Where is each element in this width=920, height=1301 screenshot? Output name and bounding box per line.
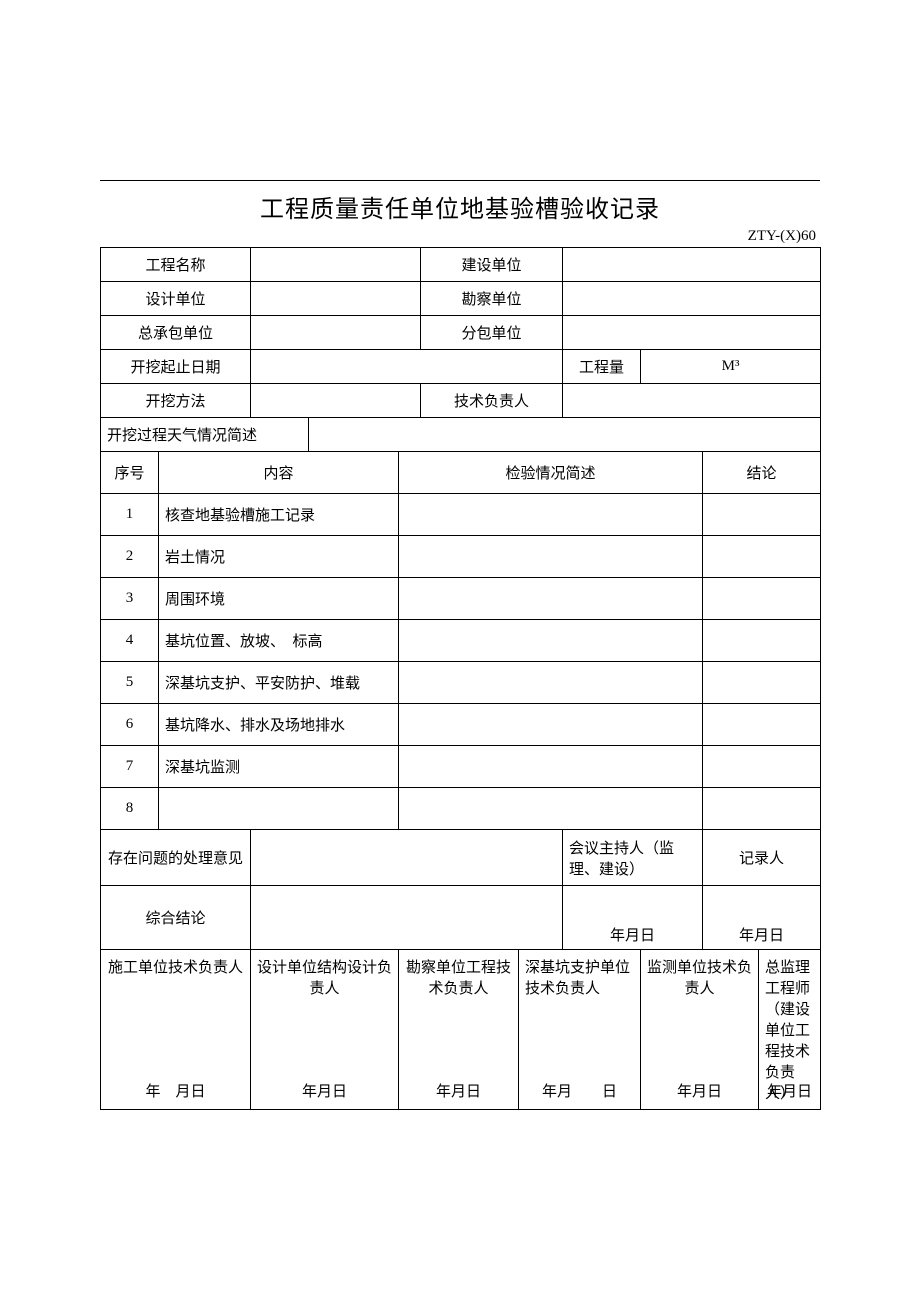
- cell-conclusion[interactable]: [703, 620, 821, 662]
- label-subcontractor: 分包单位: [421, 316, 563, 350]
- table-row: 3 周围环境: [101, 578, 821, 620]
- col-inspection: 检验情况简述: [399, 452, 703, 494]
- field-tech-lead[interactable]: [563, 384, 821, 418]
- cell-inspection[interactable]: [399, 662, 703, 704]
- cell-seq: 2: [101, 536, 159, 578]
- cell-inspection[interactable]: [399, 704, 703, 746]
- cell-inspection[interactable]: [399, 578, 703, 620]
- cell-content: [159, 788, 399, 830]
- cell-conclusion[interactable]: [703, 662, 821, 704]
- sig-monitoring[interactable]: 监测单位技术负责人 年月日: [641, 950, 759, 1110]
- label-recorder: 记录人: [703, 830, 821, 886]
- date-recorder[interactable]: 年月日: [703, 886, 821, 950]
- sig-label: 施工单位技术负责人: [108, 960, 243, 976]
- cell-content: 深基坑支护、平安防护、堆载: [159, 662, 399, 704]
- field-excavation-method[interactable]: [251, 384, 421, 418]
- cell-seq: 8: [101, 788, 159, 830]
- cell-content: 岩土情况: [159, 536, 399, 578]
- cell-content: 基坑位置、放坡、 标高: [159, 620, 399, 662]
- label-project-name: 工程名称: [101, 248, 251, 282]
- label-design-unit: 设计单位: [101, 282, 251, 316]
- sig-date: 年月日: [399, 1080, 518, 1101]
- table-row: 5 深基坑支护、平安防护、堆载: [101, 662, 821, 704]
- field-general-contractor[interactable]: [251, 316, 421, 350]
- cell-conclusion[interactable]: [703, 494, 821, 536]
- label-construction-unit: 建设单位: [421, 248, 563, 282]
- form-code: ZTY-(X)60: [100, 228, 820, 245]
- label-issue-handling: 存在问题的处理意见: [101, 830, 251, 886]
- label-overall-conclusion: 综合结论: [101, 886, 251, 950]
- field-quantity[interactable]: M³: [641, 350, 821, 384]
- field-survey-unit[interactable]: [563, 282, 821, 316]
- sig-survey[interactable]: 勘察单位工程技术负责人 年月日: [399, 950, 519, 1110]
- field-construction-unit[interactable]: [563, 248, 821, 282]
- cell-conclusion[interactable]: [703, 704, 821, 746]
- cell-content: 核查地基验槽施工记录: [159, 494, 399, 536]
- record-table: 工程名称 建设单位 设计单位 勘察单位 总承包单位 分包单位 开挖起止日期 工程…: [100, 247, 821, 1110]
- field-design-unit[interactable]: [251, 282, 421, 316]
- col-content: 内容: [159, 452, 399, 494]
- sig-support[interactable]: 深基坑支护单位技术负责人 年月 日: [519, 950, 641, 1110]
- cell-seq: 5: [101, 662, 159, 704]
- label-tech-lead: 技术负责人: [421, 384, 563, 418]
- table-row: 6 基坑降水、排水及场地排水: [101, 704, 821, 746]
- sig-date: 年月日: [641, 1080, 758, 1101]
- label-survey-unit: 勘察单位: [421, 282, 563, 316]
- table-row: 1 核查地基验槽施工记录: [101, 494, 821, 536]
- label-meeting-host: 会议主持人（监理、建设）: [563, 830, 703, 886]
- cell-inspection[interactable]: [399, 746, 703, 788]
- sig-label: 深基坑支护单位技术负责人: [525, 960, 630, 997]
- table-row: 2 岩土情况: [101, 536, 821, 578]
- sig-construction[interactable]: 施工单位技术负责人 年 月日: [101, 950, 251, 1110]
- cell-seq: 4: [101, 620, 159, 662]
- label-general-contractor: 总承包单位: [101, 316, 251, 350]
- sig-supervisor[interactable]: 总监理工程师（建设单位工程技术负责人） 年月日: [759, 950, 821, 1110]
- field-overall-conclusion[interactable]: [251, 886, 563, 950]
- cell-inspection[interactable]: [399, 788, 703, 830]
- cell-conclusion[interactable]: [703, 536, 821, 578]
- sig-label: 监测单位技术负责人: [647, 960, 752, 997]
- sig-design[interactable]: 设计单位结构设计负责人 年月日: [251, 950, 399, 1110]
- cell-content: 深基坑监测: [159, 746, 399, 788]
- cell-seq: 6: [101, 704, 159, 746]
- field-weather[interactable]: [309, 418, 821, 452]
- table-row: 8: [101, 788, 821, 830]
- sig-date: 年月日: [759, 1080, 820, 1101]
- cell-inspection[interactable]: [399, 494, 703, 536]
- label-quantity: 工程量: [563, 350, 641, 384]
- field-issue-handling[interactable]: [251, 830, 563, 886]
- label-excavation-dates: 开挖起止日期: [101, 350, 251, 384]
- label-weather: 开挖过程天气情况简述: [101, 418, 309, 452]
- cell-inspection[interactable]: [399, 536, 703, 578]
- table-row: 4 基坑位置、放坡、 标高: [101, 620, 821, 662]
- field-subcontractor[interactable]: [563, 316, 821, 350]
- cell-conclusion[interactable]: [703, 578, 821, 620]
- sig-date: 年 月日: [101, 1080, 250, 1101]
- sig-date: 年月日: [251, 1080, 398, 1101]
- field-excavation-dates[interactable]: [251, 350, 563, 384]
- sig-label: 设计单位结构设计负责人: [257, 960, 392, 997]
- horizontal-rule: [100, 180, 820, 181]
- date-meeting-host[interactable]: 年月日: [563, 886, 703, 950]
- page-title: 工程质量责任单位地基验槽验收记录: [100, 189, 820, 224]
- sig-label: 勘察单位工程技术负责人: [406, 960, 511, 997]
- field-project-name[interactable]: [251, 248, 421, 282]
- cell-inspection[interactable]: [399, 620, 703, 662]
- cell-seq: 3: [101, 578, 159, 620]
- col-seq: 序号: [101, 452, 159, 494]
- cell-seq: 7: [101, 746, 159, 788]
- cell-content: 基坑降水、排水及场地排水: [159, 704, 399, 746]
- cell-content: 周围环境: [159, 578, 399, 620]
- sig-date: 年月 日: [519, 1080, 640, 1101]
- table-row: 7 深基坑监测: [101, 746, 821, 788]
- quantity-unit: M³: [722, 358, 740, 374]
- cell-conclusion[interactable]: [703, 788, 821, 830]
- col-conclusion: 结论: [703, 452, 821, 494]
- cell-conclusion[interactable]: [703, 746, 821, 788]
- cell-seq: 1: [101, 494, 159, 536]
- label-excavation-method: 开挖方法: [101, 384, 251, 418]
